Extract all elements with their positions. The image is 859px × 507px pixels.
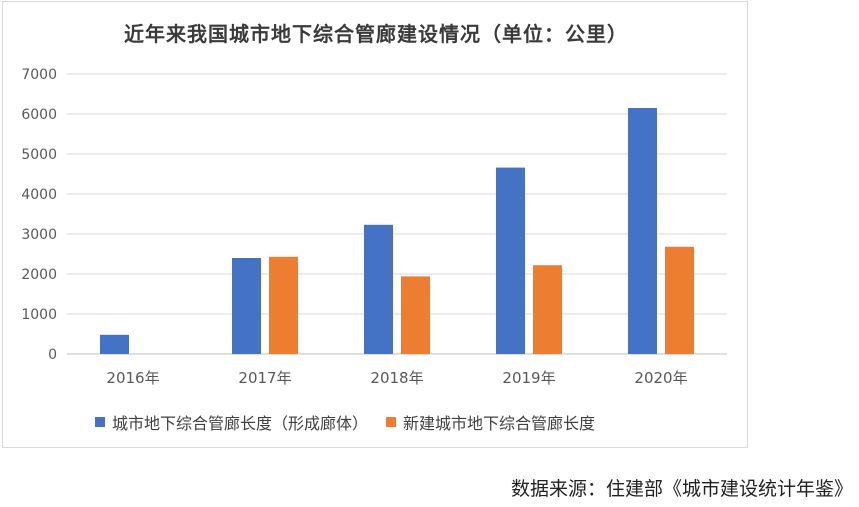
x-tick-label: 2016年	[106, 369, 159, 387]
y-tick-label: 4000	[21, 187, 57, 203]
y-tick-label: 3000	[21, 227, 57, 243]
bar-series-2	[665, 246, 694, 354]
y-tick-label: 1000	[21, 307, 57, 323]
x-tick-label: 2020年	[634, 369, 687, 387]
bar-series-1	[100, 334, 129, 354]
x-tick-label: 2018年	[370, 369, 423, 387]
y-tick-label: 5000	[21, 147, 57, 163]
legend-swatch-series-1	[95, 417, 105, 427]
source-note: 数据来源：住建部《城市建设统计年鉴》	[510, 478, 853, 500]
legend: 城市地下综合管廊长度（形成廊体） 新建城市地下综合管廊长度	[95, 410, 613, 434]
legend-item-series-1: 城市地下综合管廊长度（形成廊体）	[95, 410, 368, 434]
legend-label-series-1: 城市地下综合管廊长度（形成廊体）	[112, 414, 369, 433]
bar-series-1	[232, 258, 261, 354]
bar-series-1	[364, 224, 393, 354]
bar-series-1	[628, 108, 657, 354]
bar-series-1	[496, 167, 525, 354]
y-tick-label: 7000	[21, 67, 57, 83]
legend-label-series-2: 新建城市地下综合管廊长度	[403, 414, 596, 433]
bar-series-2	[533, 265, 562, 354]
bar-chart-plot: 0 1000 2000 3000 4000 5000 6000 7000 2016年 2017年 2…	[21, 67, 727, 387]
x-tick-label: 2017年	[238, 369, 291, 387]
x-tick-label: 2019年	[502, 369, 555, 387]
bar-series-2	[269, 256, 298, 354]
chart-frame: 近年来我国城市地下综合管廊建设情况（单位：公里） 0 1000 2000 3000 40…	[2, 1, 748, 448]
legend-item-series-2: 新建城市地下综合管廊长度	[386, 410, 595, 434]
chart-title: 近年来我国城市地下综合管廊建设情况（单位：公里）	[124, 22, 628, 46]
y-tick-label: 2000	[21, 267, 57, 283]
legend-swatch-series-2	[386, 417, 397, 427]
y-tick-label: 0	[48, 347, 57, 363]
y-tick-label: 6000	[21, 107, 57, 123]
bar-series-2	[401, 276, 430, 354]
